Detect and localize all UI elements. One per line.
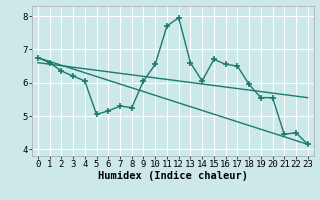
X-axis label: Humidex (Indice chaleur): Humidex (Indice chaleur) bbox=[98, 171, 248, 181]
